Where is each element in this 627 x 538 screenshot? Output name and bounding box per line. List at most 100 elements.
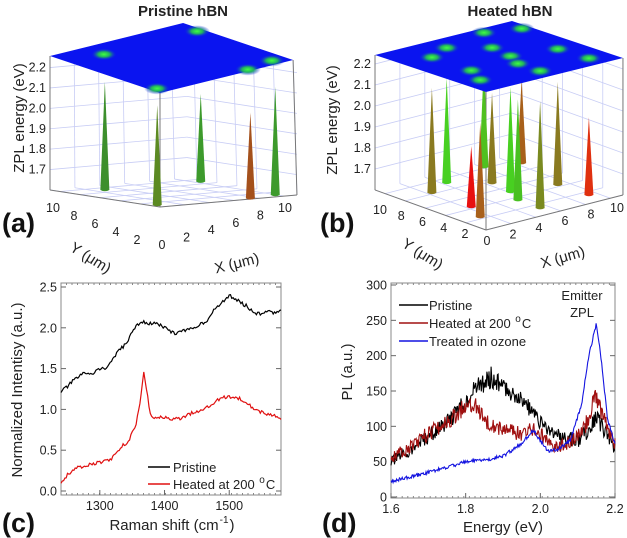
x-tick-label: 2.2 xyxy=(606,502,623,516)
wall-grid-line xyxy=(186,95,298,114)
emitter-map-spot xyxy=(470,26,497,39)
z-tick-label: 1.9 xyxy=(354,120,371,134)
wall-grid-line xyxy=(49,116,187,130)
y-tick-label: 250 xyxy=(366,314,387,328)
emitter-spike xyxy=(487,92,497,185)
x-tick-label: 4 xyxy=(208,223,215,237)
legend-label: Pristine xyxy=(429,298,472,313)
floor-grid-line xyxy=(99,185,237,199)
series-line xyxy=(390,366,616,466)
z-axis-label: ZPL energy (eV) xyxy=(11,63,28,173)
emitter-map-spot xyxy=(258,54,285,67)
annotation-zpl: ZPL xyxy=(570,305,594,320)
y-tick-label: 2.5 xyxy=(40,281,57,295)
x-tick-label: 1300 xyxy=(86,499,114,513)
panel-d-pl-chart: 0 50 100 150 200 250 300 1.6 1.8 2.0 2.2 PristineHe… xyxy=(322,279,624,538)
emitter-spike xyxy=(505,87,515,194)
emitter-map-spot xyxy=(418,51,445,64)
y-tick-label: 0 xyxy=(380,491,387,505)
z-tick-label: 2.2 xyxy=(354,57,371,71)
x-axis-label: Energy (eV) xyxy=(463,519,543,536)
x-tick-label: 0 xyxy=(159,238,166,252)
y-tick-label: 8 xyxy=(71,209,78,223)
x-tick-label: 6 xyxy=(232,216,239,230)
x-tick-label: 1.8 xyxy=(457,502,474,516)
floor-grid-line xyxy=(399,183,512,225)
wall-grid-line xyxy=(511,91,624,133)
x-tick-label: 1500 xyxy=(215,499,243,513)
emitter-map-spot xyxy=(144,82,171,95)
floor-grid-line xyxy=(79,182,217,195)
box-edge xyxy=(159,194,297,208)
emitter-spike xyxy=(152,105,162,207)
emitter-map-spot xyxy=(433,41,460,54)
legend-label: Heated at 200 oC xyxy=(173,475,275,492)
x-axis-label: X (μm) xyxy=(213,250,261,277)
emitter-map-spot xyxy=(575,52,602,65)
x-tick-label: 2 xyxy=(510,227,517,241)
panel-letter: (a) xyxy=(2,208,35,238)
wall-grid-line xyxy=(511,133,624,175)
y-tick-label: 300 xyxy=(366,279,387,293)
x-tick-label: 10 xyxy=(610,201,624,215)
box-edge xyxy=(374,189,487,231)
x-tick-label: 8 xyxy=(257,208,264,222)
wall-grid-line xyxy=(49,136,187,150)
series-line xyxy=(390,389,616,463)
panel-letter: (d) xyxy=(322,508,356,538)
wall-grid-line xyxy=(49,95,187,109)
legend-label: Treated in ozone xyxy=(429,334,526,349)
floor-grid-line xyxy=(74,187,185,206)
emitter-spike xyxy=(553,82,563,187)
emitter-map-spot xyxy=(544,42,571,55)
y-axis-label: Y (μm) xyxy=(67,239,114,277)
z-tick-label: 2.1 xyxy=(354,78,371,92)
x-tick-label: 10 xyxy=(278,201,292,215)
wall-grid-line xyxy=(374,133,513,170)
annotation-emitter: Emitter xyxy=(561,288,603,303)
x-tick-label: 2.0 xyxy=(532,502,549,516)
panel-c-raman-chart: 0.0 0.5 1.0 1.5 2.0 2.5 1300 1400 1500 PristineHe… xyxy=(2,281,282,538)
z-tick-label: 2.1 xyxy=(29,81,46,95)
emitter-map-spot xyxy=(184,25,211,38)
floor-grid-line xyxy=(174,178,285,197)
emitter-spike xyxy=(196,93,206,183)
z-tick-label: 1.8 xyxy=(29,142,46,156)
panel-letter: (b) xyxy=(320,208,354,238)
z-tick-label: 2.2 xyxy=(29,61,46,75)
x-axis-label: Raman shift (cm-1) xyxy=(109,515,234,534)
panel-letter: (c) xyxy=(2,508,35,538)
z-tick-label: 2.0 xyxy=(354,99,371,113)
z-tick-label: 1.7 xyxy=(354,162,371,176)
plot-area: 0.0 0.5 1.0 1.5 2.0 2.5 1300 1400 1500 PristineHe… xyxy=(40,281,282,513)
y-tick-label: 2 xyxy=(462,227,469,241)
x-tick-label: 1.6 xyxy=(382,502,399,516)
emitter-spike xyxy=(245,112,255,200)
wall-grid-line xyxy=(186,116,298,135)
y-tick-label: 10 xyxy=(373,203,387,217)
x-tick-label: 0 xyxy=(484,234,491,248)
wall-grid-line xyxy=(374,91,513,128)
x-tick-label: 4 xyxy=(536,221,543,235)
wall-grid-line xyxy=(511,112,624,154)
panel-b-3d-plot: Heated hBN 1.71.81.92.02.12.210 8 6 4 2 0 2 4 6 8… xyxy=(320,3,624,273)
y-tick-label: 4 xyxy=(113,225,120,239)
y-tick-label: 6 xyxy=(92,217,99,231)
emitter-spike xyxy=(442,77,452,185)
emitter-spike xyxy=(475,122,485,219)
x-tick-label: 8 xyxy=(588,208,595,222)
y-tick-label: 8 xyxy=(398,209,405,223)
y-tick-label: 10 xyxy=(46,201,60,215)
emitter-spike xyxy=(427,87,437,195)
legend-label: Pristine xyxy=(173,460,216,475)
y-tick-label: 0.0 xyxy=(40,485,57,499)
panel-title: Pristine hBN xyxy=(138,3,228,20)
series-line xyxy=(60,371,282,484)
wall-grid-line xyxy=(49,157,187,170)
y-tick-label: 1.0 xyxy=(40,403,57,417)
box-edge xyxy=(485,194,624,231)
